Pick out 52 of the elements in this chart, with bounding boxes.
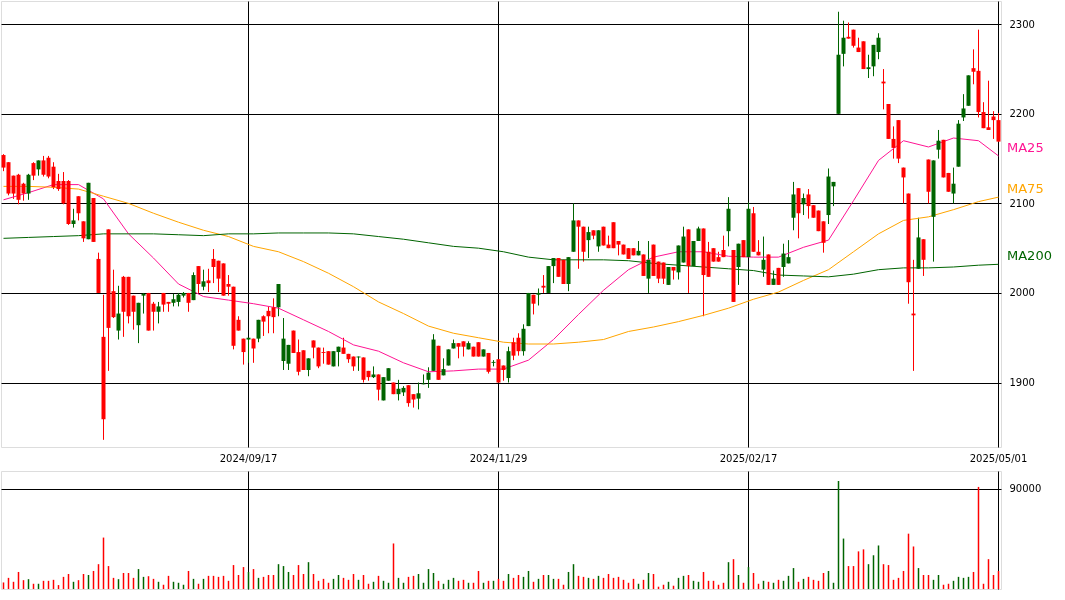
candlestick <box>841 20 846 67</box>
candlestick <box>241 338 246 366</box>
series-label: MA200 <box>1007 248 1052 264</box>
candlestick <box>866 54 871 79</box>
candlestick <box>206 268 211 293</box>
x-tick-label: 2024/11/29 <box>469 452 528 464</box>
candlestick <box>596 229 601 253</box>
candlestick <box>276 283 281 317</box>
candlestick <box>246 337 251 364</box>
candlestick <box>376 373 381 401</box>
candlestick <box>961 93 966 122</box>
candlestick <box>791 181 796 231</box>
y-tick-label: 2200 <box>1009 108 1035 120</box>
y-tick-label: 1900 <box>1009 377 1035 389</box>
candlestick <box>576 219 581 270</box>
candlestick <box>71 208 76 229</box>
candlestick <box>801 193 806 216</box>
candlestick <box>901 167 906 204</box>
candlestick <box>196 265 201 294</box>
x-tick-label: 2025/05/01 <box>969 452 1028 464</box>
y-tick-label: 2100 <box>1009 197 1035 209</box>
candlestick <box>301 349 306 371</box>
candlestick <box>421 373 426 385</box>
candlestick <box>116 285 121 341</box>
candlestick <box>261 314 266 337</box>
x-tick-label: 2024/09/17 <box>219 452 278 464</box>
candlestick <box>26 173 31 201</box>
candlestick <box>521 323 526 357</box>
y-tick-label: 2300 <box>1009 18 1035 30</box>
y-tick-label: 90000 <box>1009 483 1042 495</box>
series-label: MA25 <box>1007 139 1044 155</box>
candlestick <box>641 253 646 277</box>
candlestick <box>156 301 161 324</box>
candlestick <box>516 332 521 357</box>
candlestick <box>141 292 146 315</box>
candlestick <box>76 195 81 221</box>
candlestick <box>81 220 86 243</box>
candlestick <box>726 196 731 247</box>
candlestick <box>986 80 991 131</box>
candlestick <box>996 112 1001 143</box>
candlestick <box>416 382 421 410</box>
candlestick <box>921 238 926 277</box>
candlestick <box>271 297 276 334</box>
candlestick <box>426 366 431 389</box>
candlestick <box>136 302 141 344</box>
x-tick-label: 2025/02/17 <box>719 452 778 464</box>
candlestick <box>951 167 956 204</box>
series-label: MA75 <box>1007 181 1044 197</box>
candlestick <box>201 269 206 291</box>
candlestick <box>936 129 941 160</box>
candlestick <box>251 338 256 364</box>
y-tick-label: 2000 <box>1009 287 1035 299</box>
